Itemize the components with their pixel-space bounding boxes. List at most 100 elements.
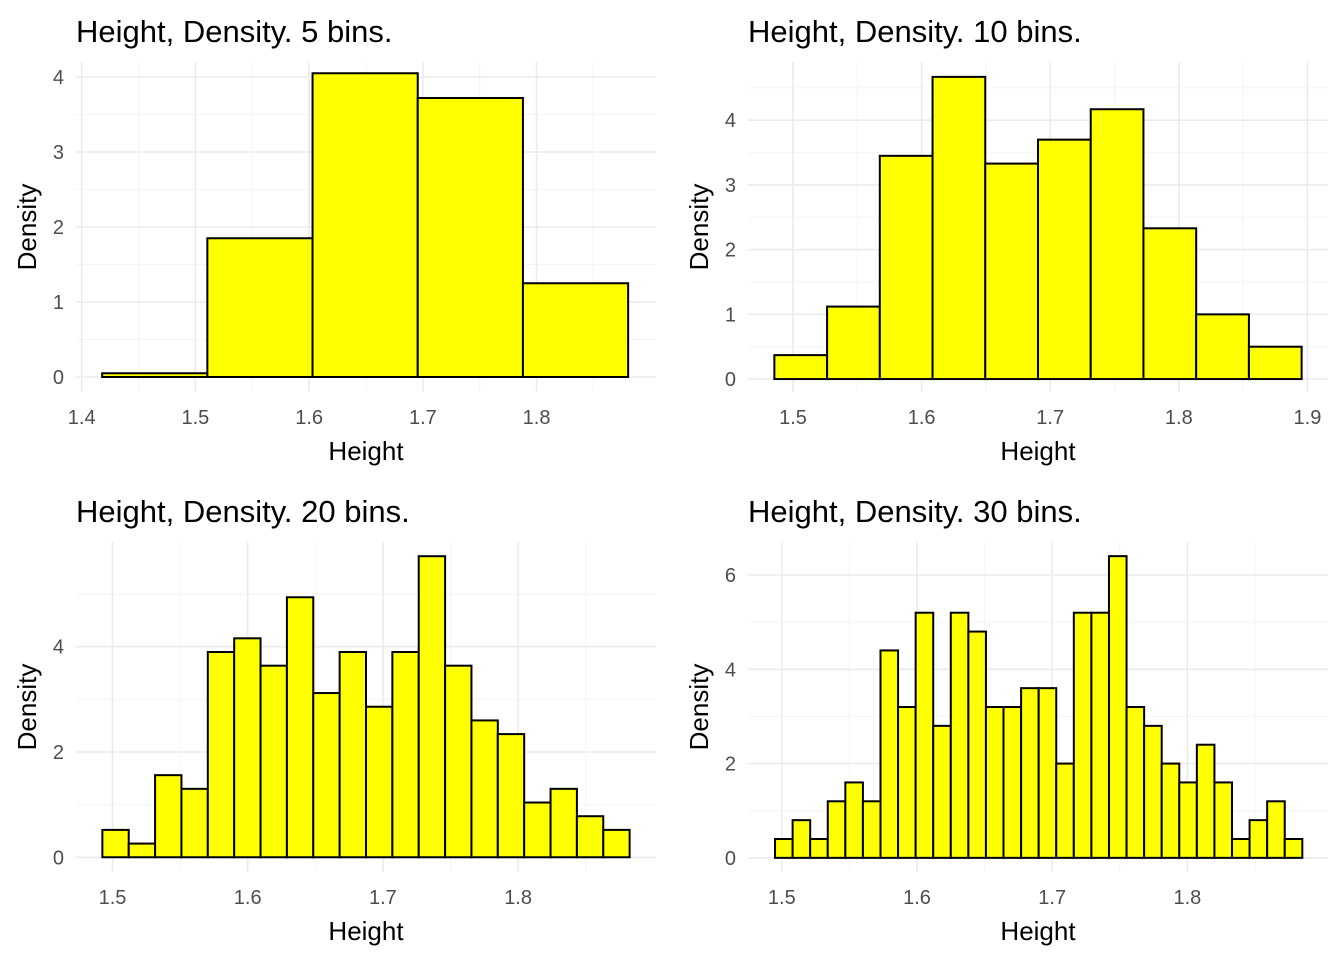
histogram-bar (809, 838, 829, 859)
histogram-bar (1107, 555, 1128, 859)
histogram-bar (1178, 781, 1198, 859)
histogram-bar (1160, 762, 1181, 859)
y-tick-label: 4 (725, 659, 736, 681)
y-tick-label: 3 (53, 142, 64, 164)
histogram-bar (774, 838, 794, 859)
x-tick-label: 1.5 (99, 887, 127, 909)
histogram-bar (1231, 838, 1251, 859)
x-tick-label: 1.9 (1294, 407, 1322, 429)
x-tick-label: 1.7 (1036, 407, 1064, 429)
y-tick-label: 4 (53, 67, 64, 89)
histogram-bar (311, 72, 419, 378)
x-tick-label: 1.8 (1173, 887, 1201, 909)
x-tick-label: 1.7 (369, 887, 397, 909)
histogram-bar (1002, 706, 1023, 859)
y-axis-title: Density (684, 184, 714, 271)
histogram-bar (365, 705, 394, 859)
x-axis-title: Height (1000, 916, 1076, 946)
histogram-bar (967, 630, 987, 859)
histogram-bar (773, 354, 829, 381)
y-tick-label: 0 (53, 847, 64, 869)
panel-title: Height, Density. 5 bins. (76, 14, 392, 49)
x-tick-label: 1.8 (523, 407, 551, 429)
histogram-bar (312, 692, 341, 859)
histogram-panel-4: 1.5 1.6 1.7 1.8 0 2 4 6 Height, Density. 30 bins… (684, 494, 1328, 946)
y-tick-label: 2 (53, 217, 64, 239)
histogram-bar (1090, 611, 1110, 859)
histogram-bar (1248, 819, 1269, 859)
x-tick-label: 1.8 (1165, 407, 1193, 429)
histogram-bar (285, 596, 315, 859)
x-tick-label: 1.6 (903, 887, 931, 909)
histogram-bar (1213, 781, 1234, 859)
y-axis-title: Density (12, 184, 42, 271)
histogram-bar (931, 75, 987, 381)
y-tick-label: 0 (725, 848, 736, 870)
y-axis-title: Density (12, 664, 42, 751)
histogram-panel-2: 1.5 1.6 1.7 1.8 1.9 0 1 2 3 4 Height, Density. 10 … (684, 14, 1328, 466)
histogram-bar (984, 706, 1005, 859)
histogram-bar (1142, 227, 1198, 381)
histogram-bar (259, 664, 288, 859)
x-tick-label: 1.6 (234, 887, 262, 909)
histogram-bar (549, 787, 578, 859)
histogram-bar (338, 651, 367, 859)
y-tick-label: 2 (53, 742, 64, 764)
histogram-bar (470, 719, 499, 859)
x-tick-label: 1.6 (908, 407, 936, 429)
histogram-bar (897, 706, 917, 859)
histogram-bar (791, 819, 812, 859)
histogram-bar (1283, 838, 1304, 859)
panel-title: Height, Density. 10 bins. (748, 14, 1082, 49)
y-tick-label: 1 (725, 304, 736, 326)
histogram-bar (1089, 108, 1145, 381)
histogram-bar (417, 555, 447, 859)
x-axis-title: Height (328, 916, 404, 946)
histogram-bar (521, 282, 630, 378)
y-tick-label: 0 (725, 369, 736, 391)
histogram-bar (391, 651, 420, 859)
histogram-bar (101, 828, 130, 859)
y-tick-label: 2 (725, 240, 736, 262)
histogram-bar (101, 372, 209, 378)
histogram-bar (844, 781, 864, 859)
histogram-bar (826, 800, 847, 859)
histogram-panel-3: 1.5 1.6 1.7 1.8 0 2 4 Height, Density. 20 bins.… (12, 494, 656, 946)
histogram-bar (932, 724, 952, 859)
histogram-bar (206, 237, 314, 378)
histogram-bar (233, 637, 262, 859)
histogram-panel-1: 1.4 1.5 1.6 1.7 1.8 0 1 2 3 4 Height, Density. 5 b… (12, 14, 656, 466)
y-tick-label: 2 (725, 754, 736, 776)
y-tick-label: 4 (53, 637, 64, 659)
y-tick-label: 0 (53, 367, 64, 389)
histogram-bar (1143, 724, 1163, 859)
histogram-bar (949, 611, 970, 859)
histogram-bar (523, 801, 552, 859)
histogram-bar (575, 815, 605, 859)
histogram-bar (154, 774, 183, 859)
histogram-bar (1037, 687, 1058, 859)
histogram-bar (1020, 687, 1040, 859)
x-tick-label: 1.7 (409, 407, 437, 429)
histogram-bar (861, 800, 882, 859)
histogram-bar (1247, 345, 1303, 381)
histogram-bar (602, 828, 631, 859)
x-tick-label: 1.8 (504, 887, 532, 909)
histogram-bar (878, 154, 934, 381)
x-tick-label: 1.5 (779, 407, 807, 429)
x-tick-label: 1.4 (68, 407, 96, 429)
x-axis-title: Height (1000, 436, 1076, 466)
histogram-bar (879, 649, 900, 859)
histogram-bar (914, 611, 935, 859)
histogram-bar (984, 162, 1039, 381)
x-tick-label: 1.6 (295, 407, 323, 429)
histogram-bar (1125, 706, 1146, 859)
y-tick-label: 4 (725, 110, 736, 132)
panel-title: Height, Density. 20 bins. (76, 494, 410, 529)
panel-title: Height, Density. 30 bins. (748, 494, 1082, 529)
y-axis-title: Density (684, 664, 714, 751)
histogram-bar (180, 787, 209, 859)
histogram-bar (416, 97, 524, 378)
x-tick-label: 1.5 (182, 407, 210, 429)
histogram-bar (444, 664, 473, 859)
